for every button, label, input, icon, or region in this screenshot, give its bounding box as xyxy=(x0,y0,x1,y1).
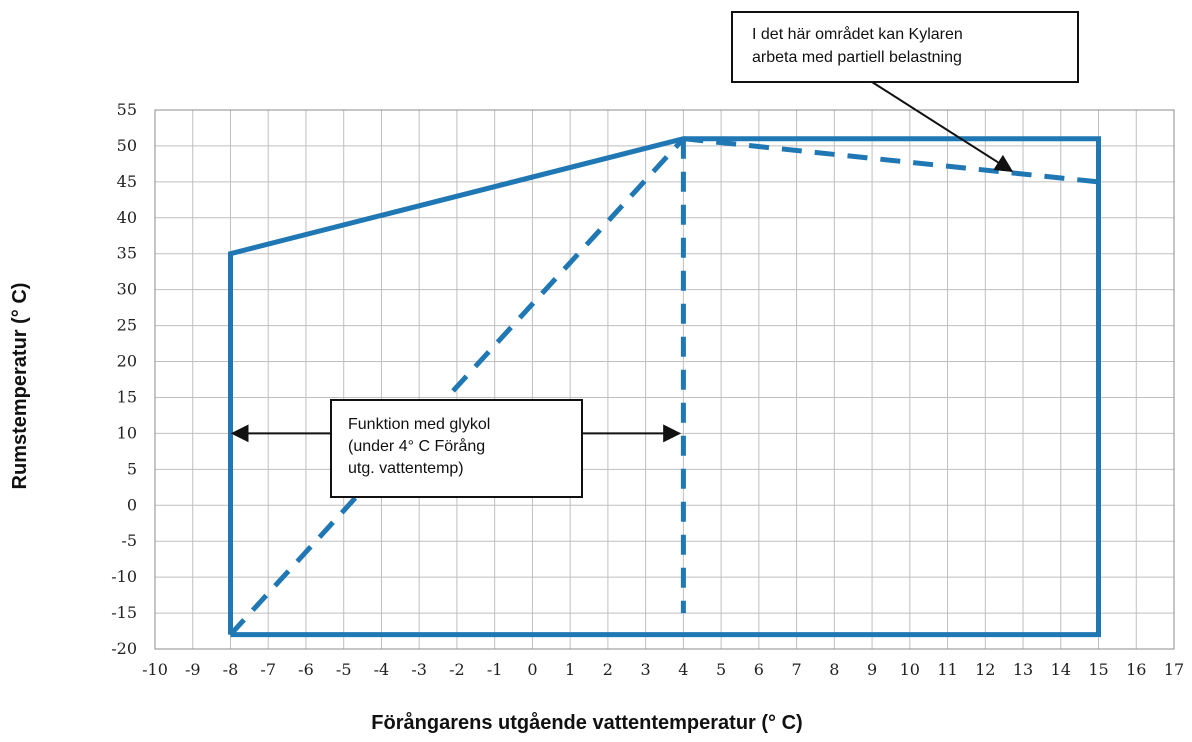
y-tick-label: 10 xyxy=(117,423,137,442)
x-tick-label: 7 xyxy=(791,660,801,679)
annotations: I det här området kan Kylaren arbeta med … xyxy=(230,11,1079,498)
x-tick-label: 1 xyxy=(565,660,575,679)
dashed-boundary-line-3 xyxy=(683,136,1099,185)
x-tick-label: 10 xyxy=(900,660,920,679)
y-axis-title: Rumstemperatur (° C) xyxy=(9,283,31,490)
x-tick-label: -8 xyxy=(223,660,239,679)
series-group xyxy=(228,136,1101,638)
x-tick-label: 4 xyxy=(678,660,688,679)
dashed-boundary-line-1 xyxy=(228,137,686,637)
x-tick-label: -6 xyxy=(298,660,314,679)
x-axis-title: Förångarens utgående vattentemperatur (°… xyxy=(371,711,802,734)
x-tick-label: -4 xyxy=(374,660,390,679)
x-tick-label: 5 xyxy=(716,660,726,679)
x-tick-label: 3 xyxy=(641,660,651,679)
y-tick-label: -15 xyxy=(111,603,137,622)
annotation-text-glycol: Funktion med glykol xyxy=(348,416,490,433)
x-tick-label: 8 xyxy=(829,660,839,679)
solid-envelope-line-0 xyxy=(228,136,1101,638)
x-tick-label: 9 xyxy=(867,660,877,679)
y-tick-label: 40 xyxy=(117,208,137,227)
y-tick-label: 20 xyxy=(117,352,137,371)
y-tick-label: 30 xyxy=(117,280,137,299)
tick-labels: -10 -9 -8 -7 -6 -5 -4 -3 -2 -1 0 1 2 3 4 5 6 7 8 9 10 11 12 13 1… xyxy=(111,100,1184,679)
x-tick-label: -10 xyxy=(142,660,168,679)
annotation-arrow-partial-load xyxy=(871,81,1014,173)
x-tick-label: 16 xyxy=(1126,660,1146,679)
annotation-text-partial-load: I det här området kan Kylaren xyxy=(752,25,963,43)
y-tick-label: 35 xyxy=(117,244,137,263)
x-tick-label: -9 xyxy=(185,660,201,679)
x-tick-label: 17 xyxy=(1164,660,1184,679)
x-tick-label: -2 xyxy=(449,660,465,679)
y-tick-label: 55 xyxy=(117,100,137,119)
annotation-text-glycol: (under 4° C Förång xyxy=(348,437,485,455)
y-tick-label: -10 xyxy=(111,567,137,586)
y-tick-label: 5 xyxy=(127,459,137,478)
x-tick-label: 6 xyxy=(754,660,764,679)
y-tick-label: 50 xyxy=(117,136,137,155)
y-tick-label: 25 xyxy=(117,316,137,335)
y-tick-label: 45 xyxy=(117,172,137,191)
x-tick-label: 12 xyxy=(975,660,995,679)
plot-frame xyxy=(154,109,1175,650)
annotation-text-glycol: utg. vattentemp) xyxy=(348,460,464,477)
x-tick-label: -5 xyxy=(336,660,352,679)
x-tick-label: 2 xyxy=(603,660,613,679)
x-tick-label: 14 xyxy=(1051,660,1071,679)
x-tick-label: 15 xyxy=(1088,660,1108,679)
grid-lines xyxy=(154,109,1175,650)
x-tick-label: 13 xyxy=(1013,660,1033,679)
annotation-text-partial-load: arbeta med partiell belastning xyxy=(752,49,962,66)
x-tick-label: 11 xyxy=(937,660,957,679)
x-tick-label: -7 xyxy=(260,660,276,679)
annotation-box-partial-load xyxy=(731,11,1079,83)
annotation-box-glycol xyxy=(330,399,583,498)
y-tick-label: -5 xyxy=(121,531,137,550)
y-tick-label: -20 xyxy=(111,639,137,658)
x-tick-label: -1 xyxy=(487,660,503,679)
plot-area-border xyxy=(154,109,1175,650)
y-tick-label: 0 xyxy=(127,495,137,514)
x-tick-label: -3 xyxy=(411,660,427,679)
x-tick-label: 0 xyxy=(527,660,537,679)
y-tick-label: 15 xyxy=(117,387,137,406)
